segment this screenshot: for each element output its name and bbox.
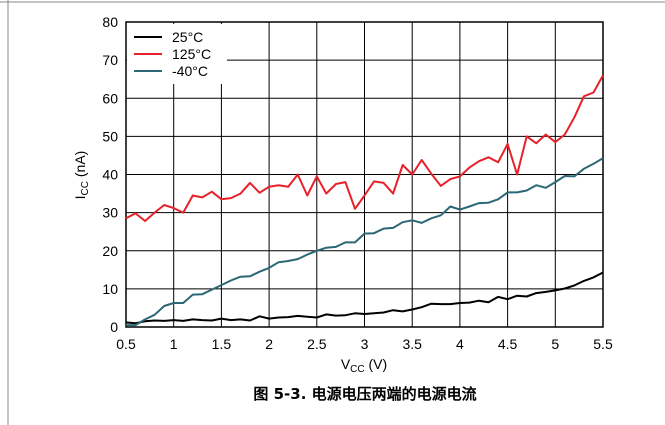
x-tick-label: 4 bbox=[456, 336, 464, 352]
y-tick-label: 30 bbox=[102, 205, 118, 221]
legend-label: 125°C bbox=[172, 46, 211, 62]
plot-area-border bbox=[125, 21, 604, 328]
legend-label: -40°C bbox=[172, 63, 208, 79]
y-tick-label: 60 bbox=[102, 90, 118, 106]
series-lines bbox=[125, 74, 604, 327]
x-tick-label: 2.5 bbox=[307, 336, 327, 352]
x-tick-label: 2 bbox=[265, 336, 273, 352]
x-tick-label: 1.5 bbox=[212, 336, 232, 352]
figure-caption: 图 5-3. 电源电压两端的电源电流 bbox=[253, 385, 477, 403]
y-tick-label: 40 bbox=[102, 167, 118, 183]
x-tick-label: 5.5 bbox=[593, 336, 613, 352]
series-line-1 bbox=[125, 74, 604, 222]
legend-label: 25°C bbox=[172, 29, 203, 45]
x-axis-label: VCC (V) bbox=[341, 356, 387, 375]
y-tick-label: 50 bbox=[102, 128, 118, 144]
x-tick-label: 4.5 bbox=[498, 336, 518, 352]
x-tick-labels: 0.5 1 1.5 2 2.5 3 3.5 4 4.5 5 5.5 bbox=[116, 336, 613, 352]
y-tick-labels: 0 10 20 30 40 50 60 70 80 bbox=[102, 14, 118, 335]
y-tick-label: 10 bbox=[102, 281, 118, 297]
y-tick-label: 70 bbox=[102, 52, 118, 68]
y-axis-label: ICC (nA) bbox=[72, 151, 91, 200]
x-tick-label: 1 bbox=[170, 336, 178, 352]
x-tick-label: 3 bbox=[361, 336, 369, 352]
y-tick-label: 0 bbox=[110, 319, 118, 335]
x-tick-label: 3.5 bbox=[402, 336, 422, 352]
y-tick-label: 80 bbox=[102, 14, 118, 30]
series-line-2 bbox=[126, 157, 604, 327]
series-line-0 bbox=[125, 271, 604, 325]
x-tick-label: 0.5 bbox=[116, 336, 136, 352]
x-tick-label: 5 bbox=[551, 336, 559, 352]
y-tick-label: 20 bbox=[102, 243, 118, 259]
